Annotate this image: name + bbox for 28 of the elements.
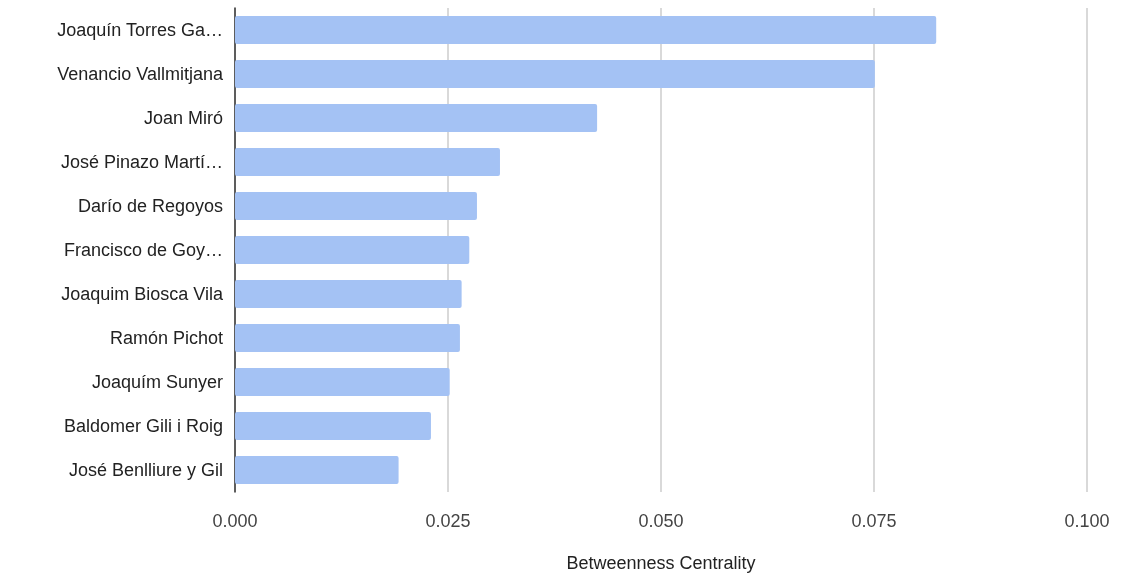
x-axis-title: Betweenness Centrality [566,553,756,573]
bar [235,279,462,309]
bar [235,15,937,45]
y-tick-label: Baldomer Gili i Roig [63,416,223,436]
bar [235,323,460,353]
x-tick-label: 0.100 [1064,511,1110,531]
y-tick-label: Joan Miró [143,108,223,128]
x-tick-label: 0.025 [425,511,471,531]
y-tick-label: José Benlliure y Gil [68,460,223,480]
y-tick-label: Ramón Pichot [109,328,223,348]
x-tick-label: 0.050 [638,511,684,531]
x-tick-label: 0.075 [851,511,897,531]
y-tick-label: Joaquím Sunyer [91,372,223,392]
bar [235,367,450,397]
y-tick-label: Darío de Regoyos [77,196,223,216]
bar [235,191,477,221]
bar [235,103,598,133]
bar [235,411,431,441]
bar [235,455,399,485]
y-tick-label: José Pinazo Martí… [60,152,223,172]
bar [235,235,470,265]
y-tick-label: Joaquín Torres Ga… [57,20,223,40]
bar [235,59,875,89]
x-tick-label: 0.000 [212,511,258,531]
y-tick-label: Francisco de Goy… [63,240,223,260]
y-tick-label: Joaquim Biosca Vila [61,284,224,304]
y-tick-label: Venancio Vallmitjana [57,64,224,84]
bar [235,147,500,177]
